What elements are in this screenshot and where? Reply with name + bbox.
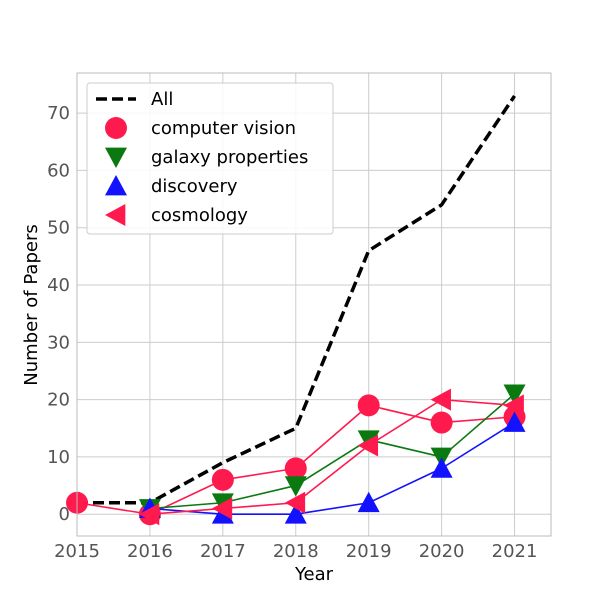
y-tick-label: 20: [47, 390, 70, 411]
data-point-discovery: [357, 491, 380, 513]
data-point-cosmology: [357, 434, 379, 457]
y-axis-ticks: 0 10 20 30 40 50 60 70: [47, 103, 70, 525]
legend-swatch-discovery: [105, 175, 127, 196]
data-point-cosmology: [138, 503, 160, 526]
y-tick-label: 70: [47, 103, 70, 124]
legend-box: [86, 82, 334, 235]
legend-label-galaxy-properties: galaxy properties: [151, 147, 308, 168]
data-point-cosmology: [211, 497, 233, 520]
legend: All computer vision galaxy properties disco…: [86, 82, 334, 235]
y-tick-label: 10: [47, 447, 70, 468]
data-point-discovery: [503, 411, 526, 432]
legend-swatch-galaxy-properties: [105, 147, 127, 168]
legend-swatch-cosmology: [105, 204, 126, 226]
series-markers: [66, 384, 526, 526]
y-tick-label: 50: [47, 218, 70, 239]
data-point-cosmology: [430, 388, 451, 411]
legend-label-cosmology: cosmology: [151, 205, 248, 226]
x-tick-label: 2018: [273, 541, 319, 562]
x-axis-ticks: 2015 2016 2017 2018 2019 2020 2021: [54, 541, 537, 562]
data-point-computer-vision: [430, 411, 453, 434]
legend-label-computer-vision: computer vision: [151, 118, 296, 139]
x-tick-label: 2020: [419, 541, 465, 562]
data-point-discovery: [430, 457, 453, 478]
y-axis-title: Number of Papers: [21, 224, 42, 385]
data-point-discovery: [284, 503, 307, 524]
y-tick-label: 40: [47, 275, 70, 296]
data-point-cosmology: [503, 394, 524, 417]
y-tick-label: 30: [47, 332, 70, 353]
data-point-computer-vision: [357, 394, 380, 417]
legend-label-discovery: discovery: [151, 176, 238, 197]
series-line-cosmology: [149, 398, 515, 516]
data-point-galaxy-properties: [284, 476, 307, 497]
series-line-discovery: [149, 421, 515, 516]
x-tick-label: 2021: [492, 541, 538, 562]
legend-swatch-computer-vision: [105, 117, 127, 139]
legend-label-all: All: [151, 89, 173, 110]
x-tick-label: 2016: [127, 541, 173, 562]
series-line-galaxy-properties: [149, 393, 516, 510]
x-tick-label: 2015: [54, 541, 100, 562]
x-tick-label: 2017: [200, 541, 246, 562]
data-point-cosmology: [284, 491, 306, 514]
data-point-galaxy-properties: [503, 384, 526, 405]
data-point-computer-vision: [211, 468, 234, 491]
y-tick-label: 0: [59, 504, 70, 525]
x-axis-title: Year: [294, 564, 334, 585]
data-point-computer-vision: [284, 457, 307, 480]
plot-frame: [76, 72, 552, 537]
x-tick-label: 2019: [346, 541, 392, 562]
y-tick-label: 60: [47, 160, 70, 181]
